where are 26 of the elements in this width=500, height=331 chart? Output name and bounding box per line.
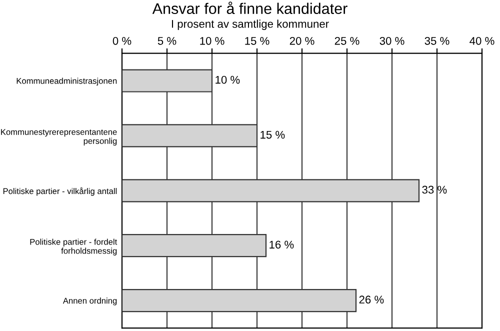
- data-label: 33 %: [422, 186, 447, 194]
- bar: [122, 69, 213, 92]
- x-tick-label: 25 %: [334, 36, 360, 45]
- x-tick-label: 35 %: [424, 36, 450, 45]
- bar: [122, 234, 267, 258]
- x-tick-label: 10 %: [200, 36, 224, 45]
- data-label: 10 %: [216, 76, 240, 84]
- y-tick-label: Politiske partier - fordelt forholdsmessig: [30, 238, 118, 256]
- data-label: 16 %: [270, 240, 294, 249]
- x-tick-label: 20 %: [290, 36, 314, 45]
- x-tick-label: 5 %: [158, 37, 176, 45]
- bar: [122, 289, 357, 312]
- y-tick-label: Politiske partier - vilkårlig antall: [3, 187, 117, 196]
- x-tick-label: 15 %: [245, 37, 270, 45]
- y-tick-label: Annen ordning: [62, 298, 117, 306]
- bar: [122, 179, 420, 202]
- chart-subtitle: I prosent av samtlige kommuner: [172, 20, 329, 30]
- x-tick-label: 0 %: [112, 36, 132, 45]
- chart-title: Ansvar for å finne kandidater: [152, 2, 348, 14]
- data-label: 15 %: [260, 130, 285, 139]
- x-tick-label: 40 %: [470, 36, 494, 45]
- y-tick-label: Kommunestyrerepresentantene personlig: [1, 129, 117, 146]
- data-label: 26 %: [359, 296, 384, 304]
- x-tick-label: 30 %: [380, 36, 404, 45]
- y-tick-label: Kommuneadministrasjonen: [16, 78, 117, 86]
- bar: [122, 124, 258, 148]
